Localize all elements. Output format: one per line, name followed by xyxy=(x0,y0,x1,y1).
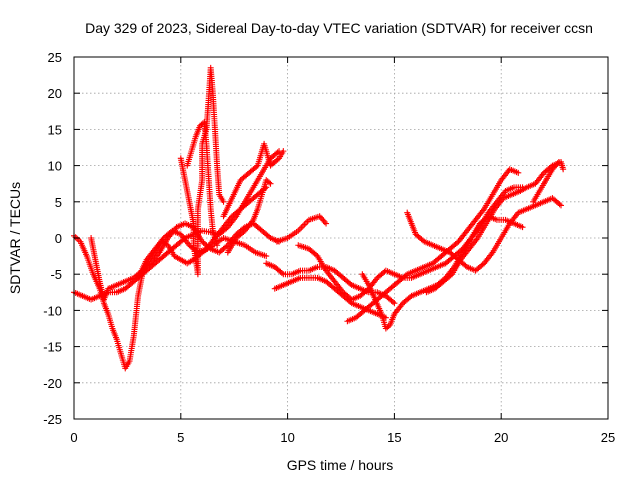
x-tick-label: 25 xyxy=(601,430,615,445)
data-point-track-1 xyxy=(263,253,270,260)
data-point-track-7 xyxy=(280,148,287,155)
data-point-track-12 xyxy=(364,286,371,293)
data-point-track-9 xyxy=(316,213,323,220)
data-point-track-9 xyxy=(320,217,327,224)
y-tick-label: 10 xyxy=(48,159,62,174)
y-tick-label: 5 xyxy=(55,195,62,210)
x-tick-label: 15 xyxy=(387,430,401,445)
data-point-track-3 xyxy=(146,261,153,268)
data-point-track-16 xyxy=(560,166,567,173)
data-point-track-14 xyxy=(519,224,526,231)
y-tick-label: -20 xyxy=(43,376,62,391)
y-tick-label: -15 xyxy=(43,340,62,355)
data-point-track-15 xyxy=(556,201,563,208)
data-point-track-7 xyxy=(274,156,281,163)
data-point-track-3 xyxy=(266,233,273,240)
y-tick-label: 0 xyxy=(55,231,62,246)
data-point-track-17 xyxy=(555,158,562,165)
data-point-track-7 xyxy=(253,163,260,170)
data-point-track-9 xyxy=(321,219,328,226)
data-point-track-15 xyxy=(558,202,565,209)
data-point-track-14 xyxy=(407,294,414,301)
data-point-track-10 xyxy=(347,280,354,287)
data-point-track-16 xyxy=(447,272,454,279)
data-point-track-9 xyxy=(319,216,326,223)
data-point-track-9 xyxy=(323,220,330,227)
data-point-track-14 xyxy=(385,323,392,330)
y-tick-label: -10 xyxy=(43,303,62,318)
data-point-track-10 xyxy=(391,300,398,307)
x-tick-label: 5 xyxy=(177,430,184,445)
y-tick-label: -5 xyxy=(50,267,62,282)
data-point-track-8 xyxy=(266,179,273,186)
data-point-track-13 xyxy=(402,272,409,279)
data-point-track-15 xyxy=(462,262,469,269)
data-point-track-15 xyxy=(479,261,486,268)
data-point-track-5 xyxy=(220,198,227,205)
data-point-track-9 xyxy=(317,214,324,221)
x-tick-label: 20 xyxy=(494,430,508,445)
y-tick-label: -25 xyxy=(43,412,62,427)
data-point-track-2 xyxy=(274,149,281,156)
data-point-track-8 xyxy=(267,180,274,187)
x-axis-label: GPS time / hours xyxy=(287,457,394,473)
data-point-track-8 xyxy=(240,228,247,235)
axis-ticks: 0 5 10 15 20 25 -25 -20 -15 -10 -5 0 5 10 15 20 25 xyxy=(43,50,615,445)
y-axis-label: SDTVAR / TECUs xyxy=(7,182,23,294)
data-point-track-6 xyxy=(214,242,221,249)
data-point-track-17 xyxy=(554,160,561,167)
y-tick-label: 15 xyxy=(48,122,62,137)
data-points xyxy=(71,64,567,372)
y-tick-label: 25 xyxy=(48,50,62,65)
y-tick-label: 20 xyxy=(48,86,62,101)
data-point-track-10 xyxy=(389,298,396,305)
x-tick-label: 0 xyxy=(70,430,77,445)
chart-title: Day 329 of 2023, Sidereal Day-to-day VTE… xyxy=(85,20,593,36)
data-point-track-17 xyxy=(553,161,560,168)
x-tick-label: 10 xyxy=(280,430,294,445)
data-point-track-17 xyxy=(550,164,557,171)
data-point-track-17 xyxy=(549,166,556,173)
data-point-track-10 xyxy=(278,269,285,276)
data-point-track-15 xyxy=(419,237,426,244)
grid xyxy=(74,57,608,419)
data-point-track-13 xyxy=(515,169,522,176)
data-point-track-13 xyxy=(454,239,461,246)
data-point-track-3 xyxy=(223,243,230,250)
data-point-track-17 xyxy=(552,163,559,170)
data-point-track-12 xyxy=(313,251,320,258)
